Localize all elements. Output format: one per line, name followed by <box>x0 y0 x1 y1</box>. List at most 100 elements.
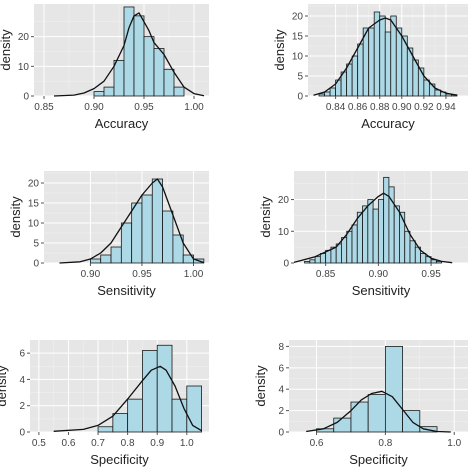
histogram-bar <box>319 253 327 264</box>
density-curve <box>306 390 451 433</box>
x-tick-label: 0.95 <box>132 269 152 280</box>
histogram-bar <box>372 208 379 264</box>
histogram-bar <box>142 350 158 433</box>
y-tick-label: 0 <box>23 92 29 103</box>
histogram-bar <box>333 417 352 433</box>
density-curve <box>293 192 453 264</box>
histogram-bar <box>103 86 115 97</box>
x-tick-label: 0.7 <box>91 438 105 449</box>
histogram-bar <box>368 27 375 97</box>
histogram-bar <box>162 210 174 264</box>
y-tick-label: 10 <box>18 62 30 73</box>
histogram-bar <box>186 385 203 433</box>
histogram-bar <box>435 261 443 264</box>
histogram-bar <box>171 398 188 433</box>
x-tick-label: 0.90 <box>84 102 104 113</box>
density-curve <box>53 365 202 432</box>
histogram-bar <box>350 401 369 433</box>
histogram-bar <box>309 259 316 264</box>
histogram-panel: 0.84 0.86 0.88 0.90 0.92 0.94 0 5 10 15 20 Accuracy… <box>272 4 468 131</box>
x-tick-label: 1.00 <box>184 269 204 280</box>
density-curve <box>59 178 205 264</box>
histogram-panel: 0.85 0.90 0.95 0 10 20 Sensitivity density <box>258 171 468 298</box>
histogram-bar <box>384 31 392 97</box>
x-tick-label: 0.84 <box>326 102 346 113</box>
histogram-bar <box>383 176 390 264</box>
histogram-bar <box>133 15 145 97</box>
x-tick-label: 0.86 <box>348 102 368 113</box>
histogram-bar <box>351 55 359 97</box>
y-axis-title: density <box>272 29 287 71</box>
histogram-bar <box>110 246 122 264</box>
y-tick-label: 20 <box>18 32 30 43</box>
x-tick-label: 0.8 <box>378 438 392 449</box>
y-tick-label: 10 <box>28 219 40 230</box>
x-tick-label: 0.6 <box>62 438 76 449</box>
x-axis-title: Sensitivity <box>352 283 411 298</box>
histogram-bar <box>314 256 321 264</box>
x-tick-label: 0.90 <box>392 102 412 113</box>
histogram-bar <box>430 259 437 264</box>
y-tick-label: 2 <box>19 401 25 412</box>
x-tick-label: 0.5 <box>32 438 46 449</box>
histogram-bar <box>163 68 175 97</box>
histogram-bar <box>399 211 406 264</box>
histogram-bar <box>156 344 173 433</box>
histogram-bar <box>112 413 129 433</box>
histogram-bar <box>151 178 163 264</box>
y-tick-label: 4 <box>278 385 284 396</box>
histogram-bar <box>120 222 133 264</box>
histogram-bar <box>324 91 331 97</box>
x-tick-label: 0.8 <box>121 438 135 449</box>
x-tick-label: 0.9 <box>150 438 164 449</box>
histogram-bar <box>143 36 155 97</box>
x-tick-label: 1.0 <box>180 438 194 449</box>
histogram-bar <box>390 15 397 97</box>
y-tick-label: 0 <box>33 259 39 270</box>
histogram-bar <box>377 199 385 264</box>
histogram-bar <box>373 11 381 97</box>
histogram-bar <box>379 15 386 97</box>
y-axis-title: density <box>0 365 9 407</box>
histogram-bar <box>423 79 430 97</box>
histogram-bar <box>131 202 143 264</box>
histogram-bar <box>356 211 363 264</box>
y-tick-label: 5 <box>297 72 303 83</box>
histogram-bar <box>318 93 325 97</box>
y-tick-label: 20 <box>292 12 304 23</box>
y-axis-title: density <box>258 196 273 238</box>
y-axis-title: density <box>253 365 268 407</box>
x-tick-label: 0.6 <box>310 438 324 449</box>
histogram-bar <box>127 398 143 433</box>
y-tick-label: 2 <box>278 406 284 417</box>
y-tick-label: 10 <box>292 52 304 63</box>
histogram-bar <box>346 63 353 97</box>
histogram-bar <box>409 240 416 264</box>
y-tick-label: 0 <box>297 92 303 103</box>
x-tick-label: 0.85 <box>316 269 336 280</box>
y-axis-title: density <box>8 196 23 238</box>
density-curve <box>313 17 458 96</box>
y-tick-label: 20 <box>278 195 290 206</box>
histogram-bar <box>329 87 336 97</box>
x-axis-title: Specificity <box>349 452 408 467</box>
x-tick-label: 0.85 <box>34 102 54 113</box>
histogram-bar <box>393 205 400 264</box>
x-axis-title: Accuracy <box>95 116 149 131</box>
histogram-bar <box>113 59 125 97</box>
y-tick-label: 10 <box>278 227 290 238</box>
x-tick-label: 0.92 <box>414 102 434 113</box>
histogram-panel: 0.6 0.8 1.0 0 2 4 6 8 Specificity density <box>253 340 468 467</box>
y-tick-label: 20 <box>28 179 40 190</box>
histogram-bar <box>90 258 102 264</box>
histogram-bar <box>367 394 386 433</box>
histogram-bar <box>304 261 311 264</box>
y-tick-label: 5 <box>33 239 39 250</box>
histogram-bar <box>362 205 369 264</box>
histogram-bar <box>384 346 403 433</box>
y-tick-label: 8 <box>278 342 284 353</box>
y-tick-label: 6 <box>19 349 25 360</box>
y-tick-label: 4 <box>19 375 25 386</box>
x-axis-title: Accuracy <box>361 116 415 131</box>
density-curve <box>53 12 205 97</box>
